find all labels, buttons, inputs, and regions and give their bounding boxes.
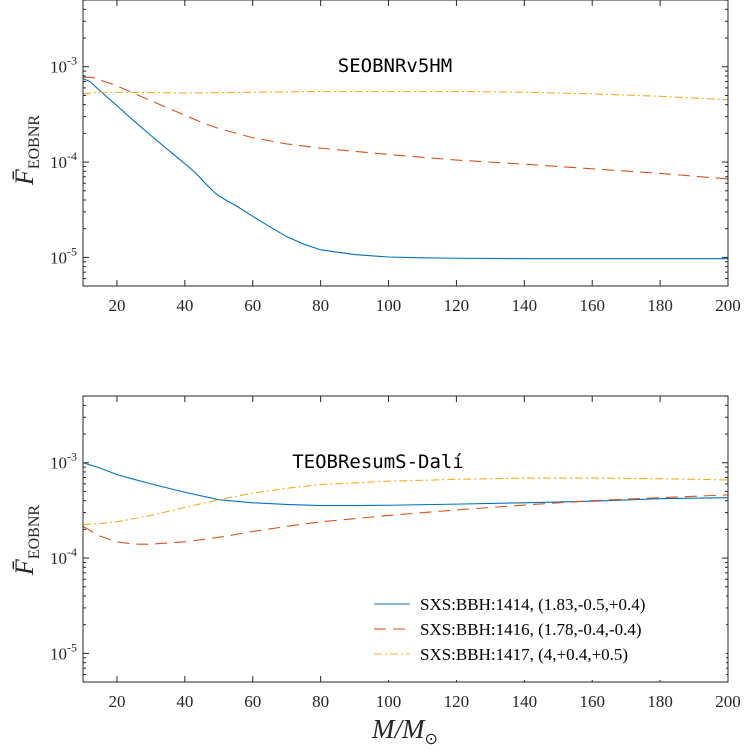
panel-0-xtick-label: 40 (176, 296, 193, 315)
x-axis-label-sub: ⊙ (425, 731, 438, 748)
panel-0-xtick-label: 100 (376, 296, 402, 315)
ytick-base: 10 (50, 153, 67, 172)
ytick-base: 10 (50, 644, 67, 663)
panel-1-ylabel-main: F̄ (10, 558, 39, 576)
panel-1-series-line-2 (82, 494, 729, 545)
ytick-exponent: -4 (67, 149, 77, 163)
panel-1-xtick-label: 160 (579, 692, 605, 711)
panel-1-ytick-label: 10-4 (50, 545, 77, 568)
legend: SXS:BBH:1414, (1.83,-0.5,+0.4) SXS:BBH:14… (366, 588, 726, 680)
panel-0-title: SEOBNRv5HM (338, 55, 452, 77)
panel-0-xtick-label: 200 (715, 296, 741, 315)
panel-0-xtick-label: 160 (579, 296, 605, 315)
panel-0-xtick-label: 20 (108, 296, 125, 315)
panel-1-title: TEOBResumS-Dalí (292, 451, 464, 473)
panel-0-ytick-label: 10-3 (50, 54, 77, 77)
panel-1-ylabel: F̄EOBNR (10, 505, 43, 576)
ytick-base: 10 (50, 549, 67, 568)
panel-0-xtick-label: 180 (647, 296, 673, 315)
ytick-exponent: -3 (67, 54, 77, 68)
panel-1-series (82, 462, 729, 545)
panel-0-series-line-2 (82, 76, 729, 180)
panel-1-series-line-1 (82, 462, 729, 507)
panel-0-xtick-label: 80 (312, 296, 329, 315)
panel-0-xtick-label: 60 (244, 296, 261, 315)
panel-1-xtick-label: 80 (312, 692, 329, 711)
panel-1-ytick-label: 10-5 (50, 640, 77, 663)
x-axis-label: M/M⊙ (371, 714, 438, 748)
panel-1-xtick-label: 200 (715, 692, 741, 711)
ytick-exponent: -4 (67, 545, 77, 559)
ytick-base: 10 (50, 58, 67, 77)
legend-label-2: SXS:BBH:1416, (1.78,-0.4,-0.4) (420, 620, 641, 639)
x-axis-label-main: M/M (371, 714, 426, 744)
panel-1-xtick-label: 140 (512, 692, 538, 711)
ytick-base: 10 (50, 248, 67, 267)
panel-0-xtick-label: 140 (512, 296, 538, 315)
panel-0-ytick-label: 10-4 (50, 149, 77, 172)
legend-items: SXS:BBH:1414, (1.83,-0.5,+0.4) SXS:BBH:14… (374, 595, 645, 664)
ytick-exponent: -3 (67, 450, 77, 464)
panel-0-axes-box (82, 0, 729, 287)
panel-1-xtick-label: 120 (444, 692, 470, 711)
panel-1-xtick-label: 20 (108, 692, 125, 711)
panel-0-ylabel: F̄EOBNR (10, 115, 43, 186)
panel-0-xtick-label: 120 (444, 296, 470, 315)
legend-label-3: SXS:BBH:1417, (4,+0.4,+0.5) (420, 645, 628, 664)
panel-0-series (82, 76, 729, 260)
panel-0-ytick-label: 10-5 (50, 244, 77, 267)
legend-box (366, 588, 726, 680)
ytick-exponent: -5 (67, 244, 77, 258)
legend-label-1: SXS:BBH:1414, (1.83,-0.5,+0.4) (420, 595, 645, 614)
panel-1-xtick-label: 40 (176, 692, 193, 711)
panel-0-ylabel-sub: EOBNR (26, 115, 43, 170)
panel-1-xtick-label: 100 (376, 692, 402, 711)
panel-1-ytick-label: 10-3 (50, 450, 77, 473)
panel-0-series-line-1 (82, 78, 728, 260)
panel-0-ylabel-main: F̄ (10, 168, 39, 186)
ytick-base: 10 (50, 454, 67, 473)
panel-1-axes-box (82, 395, 729, 683)
panel-1-xtick-label: 180 (647, 692, 673, 711)
panel-1-xtick-label: 60 (244, 692, 261, 711)
panel-1-ylabel-sub: EOBNR (26, 505, 43, 560)
ytick-exponent: -5 (67, 640, 77, 654)
